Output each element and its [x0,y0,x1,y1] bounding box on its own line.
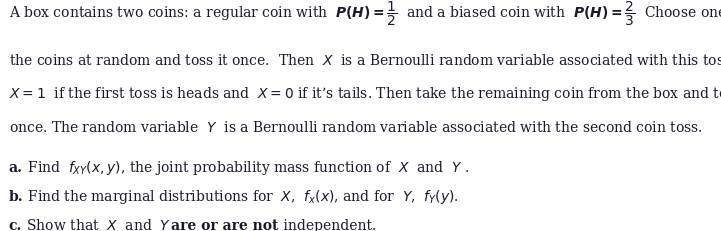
Text: independent.: independent. [279,219,376,231]
Text: are or are not: are or are not [172,219,279,231]
Text: c.: c. [9,219,22,231]
Text: b.: b. [9,190,23,204]
Text: Find  $f_{XY}(x, y)$, the joint probability mass function of  $X$  and  $Y$ .: Find $f_{XY}(x, y)$, the joint probabili… [22,159,469,177]
Text: $X=1$  if the first toss is heads and  $X=0$ if it’s tails. Then take the remain: $X=1$ if the first toss is heads and $X=… [9,85,721,103]
Text: Show that  $X$  and  $Y$: Show that $X$ and $Y$ [22,218,172,231]
Text: Find the marginal distributions for  $X$,  $f_x(x)$, and for  $Y$,  $f_Y(y)$.: Find the marginal distributions for $X$,… [23,188,459,206]
Text: a.: a. [9,161,22,175]
Text: once. The random variable  $Y$  is a Bernoulli random variable associated with t: once. The random variable $Y$ is a Berno… [9,120,702,135]
Text: A box contains two coins: a regular coin with  $\boldsymbol{P(H)=}\dfrac{1}{2}$ : A box contains two coins: a regular coin… [9,0,721,28]
Text: the coins at random and toss it once.  Then  $X$  is a Bernoulli random variable: the coins at random and toss it once. Th… [9,53,721,68]
